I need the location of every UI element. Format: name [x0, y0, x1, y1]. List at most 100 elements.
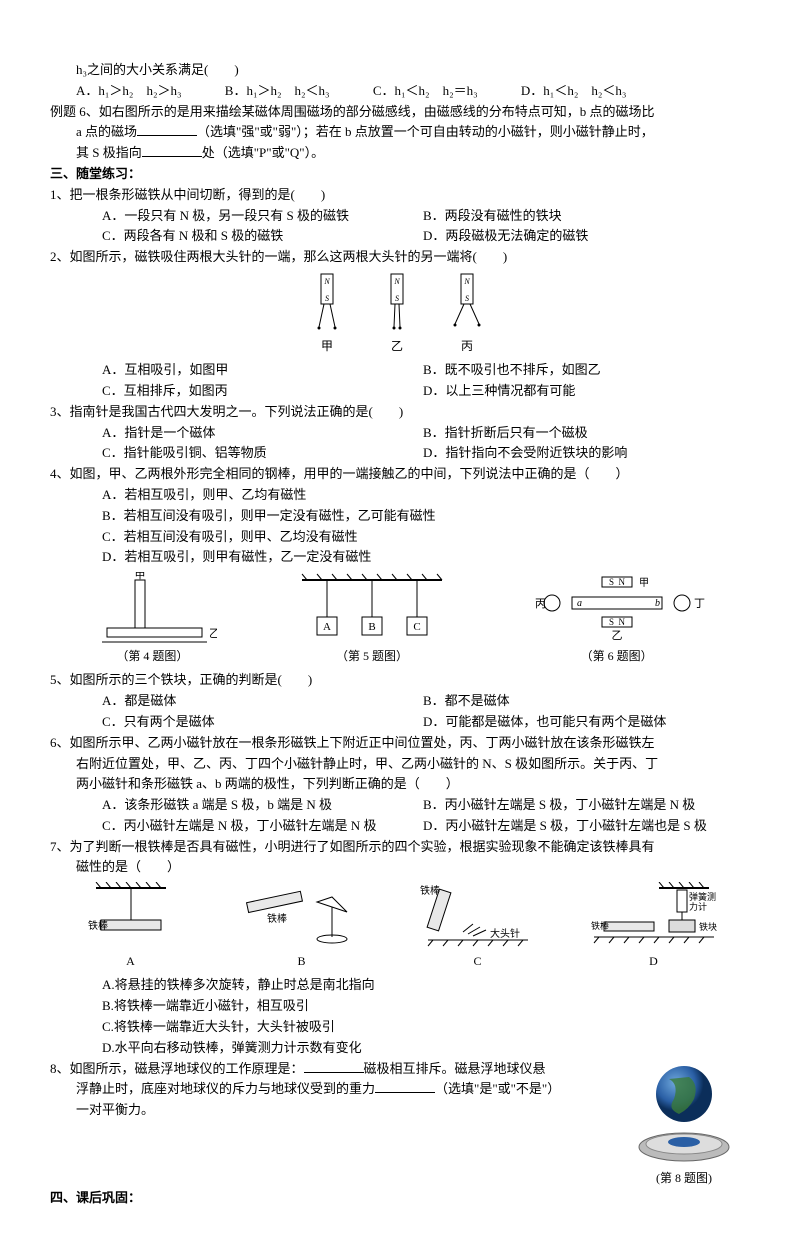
svg-text:N: N — [323, 277, 330, 286]
q3-options-row2: C．指针能吸引铜、铝等物质 D．指针指向不会受附近铁块的影响 — [50, 443, 744, 464]
q1-opt-d: D．两段磁极无法确定的磁铁 — [423, 226, 744, 247]
q8-stem1-text: 8、如图所示，磁悬浮地球仪的工作原理是： — [50, 1061, 304, 1076]
blank-is-or-not[interactable] — [375, 1080, 435, 1093]
q6-stem-3: 两小磁针和条形磁铁 a、b 两端的极性，下列判断正确的是（ ） — [50, 774, 744, 795]
svg-text:S: S — [465, 294, 469, 303]
pre-opt-a: A．h₁＞h₂ h₂＞h₃ — [76, 81, 182, 102]
q6-figure: SN 甲 a b 丙 丁 SN 乙 （第 6 题图） — [527, 572, 707, 666]
svg-text:a: a — [577, 598, 582, 609]
pre-question-stem: h₃之间的大小关系满足( ) — [50, 60, 744, 81]
q2-fig-jia: N S 甲 — [307, 272, 347, 356]
q5-opt-a: A．都是磁体 — [102, 691, 423, 712]
section-4-title: 四、课后巩固： — [50, 1188, 744, 1209]
q5-caption: （第 5 题图） — [292, 647, 452, 666]
q8-stem2-text: 浮静止时，底座对地球仪的斥力与地球仪受到的重力 — [76, 1081, 375, 1096]
spring-scale-icon: 弹簧测 力计 铁块 铁棒 — [589, 882, 719, 952]
ex6-l3-text: 其 S 极指向 — [76, 145, 142, 160]
q7-label-c: C — [418, 952, 538, 971]
q6-options-row2: C．丙小磁针左端是 N 极，丁小磁针左端是 N 极 D．丙小磁针左端是 S 极，… — [50, 816, 744, 837]
example-6-line3: 其 S 极指向 处（选填"P"或"Q"）。 — [50, 143, 744, 164]
svg-text:甲: 甲 — [135, 572, 146, 581]
section-3-title: 三、随堂练习： — [50, 164, 744, 185]
q1-opt-a: A．一段只有 N 极，另一段只有 S 极的磁铁 — [102, 206, 423, 227]
q7-stem-2: 磁性的是（ ） — [50, 857, 744, 878]
q6-stem-2: 右附近位置处，甲、乙、丙、丁四个小磁针静止时，甲、乙两小磁针的 N、S 极如图所… — [50, 754, 744, 775]
q7-fig-d: 弹簧测 力计 铁块 铁棒 D — [589, 882, 719, 971]
example-6-line2: a 点的磁场（选填"强"或"弱"）；若在 b 点放置一个可自由转动的小磁针，则小… — [50, 122, 744, 143]
ex6-l3b-text: 处（选填"P"或"Q"）。 — [202, 145, 324, 160]
magnet-pins-yi-icon: N S — [377, 272, 417, 337]
q8-stem1b-text: 磁极相互排斥。磁悬浮地球仪悬 — [364, 1061, 546, 1076]
hanging-blocks-icon: A B C — [292, 572, 452, 647]
pre-question-options: A．h₁＞h₂ h₂＞h₃ B．h₁＞h₂ h₂＜h₃ C．h₁＜h₂ h₂＝h… — [50, 81, 744, 102]
q5-opt-c: C．只有两个是磁体 — [102, 712, 423, 733]
q6-opt-c: C．丙小磁针左端是 N 极，丁小磁针左端是 N 极 — [102, 816, 423, 837]
suspended-rod-icon: 铁棒 — [76, 882, 186, 952]
q2-fig-bing: N S 丙 — [447, 272, 487, 356]
q6-opt-b: B．丙小磁针左端是 S 极，丁小磁针左端是 N 极 — [423, 795, 744, 816]
q6-stem-1: 6、如图所示甲、乙两小磁针放在一根条形磁铁上下附近正中间位置处，丙、丁两小磁针放… — [50, 733, 744, 754]
magnet-pins-jia-icon: N S — [307, 272, 347, 337]
q2-label-jia: 甲 — [307, 337, 347, 356]
q3-stem: 3、指南针是我国古代四大发明之一。下列说法正确的是( ) — [50, 402, 744, 423]
ex6-l2b-text: （选填"强"或"弱"）；若在 b 点放置一个可自由转动的小磁针，则小磁针静止时， — [197, 124, 654, 139]
svg-text:丁: 丁 — [694, 598, 705, 610]
blank-s-pole-direction[interactable] — [142, 144, 202, 157]
q3-opt-c: C．指针能吸引铜、铝等物质 — [102, 443, 423, 464]
q3-opt-b: B．指针折断后只有一个磁极 — [423, 423, 744, 444]
q6-opt-d: D．丙小磁针左端是 S 极，丁小磁针左端也是 S 极 — [423, 816, 744, 837]
q7-opt-d: D.水平向右移动铁棒，弹簧测力计示数有变化 — [50, 1038, 744, 1059]
t-bar-icon: 甲 乙 — [87, 572, 217, 647]
svg-text:N: N — [618, 577, 625, 587]
q6-caption: （第 6 题图） — [527, 647, 707, 666]
svg-text:N: N — [618, 617, 625, 627]
q2-figure-row: N S 甲 N S 乙 N S 丙 — [50, 272, 744, 356]
svg-text:S: S — [609, 617, 614, 627]
blank-same-pole[interactable] — [304, 1060, 364, 1073]
q2-opt-d: D．以上三种情况都有可能 — [423, 381, 744, 402]
q7-label-d: D — [589, 952, 719, 971]
q2-options-row2: C．互相排斥，如图丙 D．以上三种情况都有可能 — [50, 381, 744, 402]
q6-options-row1: A．该条形磁铁 a 端是 S 极，b 端是 N 极 B．丙小磁针左端是 S 极，… — [50, 795, 744, 816]
svg-text:弹簧测: 弹簧测 — [689, 891, 716, 902]
q6-opt-a: A．该条形磁铁 a 端是 S 极，b 端是 N 极 — [102, 795, 423, 816]
q4-figure: 甲 乙 （第 4 题图） — [87, 572, 217, 666]
svg-text:铁棒: 铁棒 — [420, 884, 440, 897]
q2-label-yi: 乙 — [377, 337, 417, 356]
svg-text:b: b — [655, 598, 660, 609]
q4-opt-c: C．若相互间没有吸引，则甲、乙均没有磁性 — [50, 527, 744, 548]
q4-caption: （第 4 题图） — [87, 647, 217, 666]
magnet-pins-bing-icon: N S — [447, 272, 487, 337]
q2-options-row1: A．互相吸引，如图甲 B．既不吸引也不排斥，如图乙 — [50, 360, 744, 381]
pre-opt-d: D．h₁＜h₂ h₂＜h₃ — [521, 81, 627, 102]
q2-fig-yi: N S 乙 — [377, 272, 417, 356]
q2-opt-b: B．既不吸引也不排斥，如图乙 — [423, 360, 744, 381]
blank-field-strength[interactable] — [137, 123, 197, 136]
svg-text:S: S — [395, 294, 399, 303]
q7-fig-b: 铁棒 B — [237, 882, 367, 971]
q3-opt-a: A．指针是一个磁体 — [102, 423, 423, 444]
q8-figure: (第 8 题图) — [624, 1059, 744, 1188]
q7-stem-1: 7、为了判断一根铁棒是否具有磁性，小明进行了如图所示的四个实验，根据实验现象不能… — [50, 837, 744, 858]
figure-row-4-5-6: 甲 乙 （第 4 题图） A B C （第 5 题图） — [50, 572, 744, 666]
example-6-line1: 例题 6、如右图所示的是用来描绘某磁体周围磁场的部分磁感线，由磁感线的分布特点可… — [50, 102, 744, 123]
svg-text:N: N — [393, 277, 400, 286]
svg-text:大头针: 大头针 — [490, 927, 520, 940]
svg-text:乙: 乙 — [611, 629, 622, 642]
q7-opt-b: B.将铁棒一端靠近小磁针，相互吸引 — [50, 996, 744, 1017]
q4-stem: 4、如图，甲、乙两根外形完全相同的钢棒，用甲的一端接触乙的中间，下列说法中正确的… — [50, 464, 744, 485]
q5-options-row2: C．只有两个是磁体 D．可能都是磁体，也可能只有两个是磁体 — [50, 712, 744, 733]
q2-opt-c: C．互相排斥，如图丙 — [102, 381, 423, 402]
q7-figure-row: 铁棒 A 铁棒 B 铁棒 大头针 C 弹簧测 — [50, 882, 744, 971]
q7-opt-c: C.将铁棒一端靠近大头针，大头针被吸引 — [50, 1017, 744, 1038]
svg-text:S: S — [609, 577, 614, 587]
q1-stem: 1、把一根条形磁铁从中间切断，得到的是( ) — [50, 185, 744, 206]
svg-text:铁棒: 铁棒 — [88, 919, 108, 932]
pre-opt-c: C．h₁＜h₂ h₂＝h₃ — [373, 81, 478, 102]
q1-options-row1: A．一段只有 N 极，另一段只有 S 极的磁铁 B．两段没有磁性的铁块 — [50, 206, 744, 227]
svg-text:C: C — [413, 621, 420, 633]
bar-magnet-compasses-icon: SN 甲 a b 丙 丁 SN 乙 — [527, 572, 707, 647]
q1-opt-b: B．两段没有磁性的铁块 — [423, 206, 744, 227]
q4-opt-d: D．若相互吸引，则甲有磁性，乙一定没有磁性 — [50, 547, 744, 568]
q1-opt-c: C．两段各有 N 极和 S 极的磁铁 — [102, 226, 423, 247]
